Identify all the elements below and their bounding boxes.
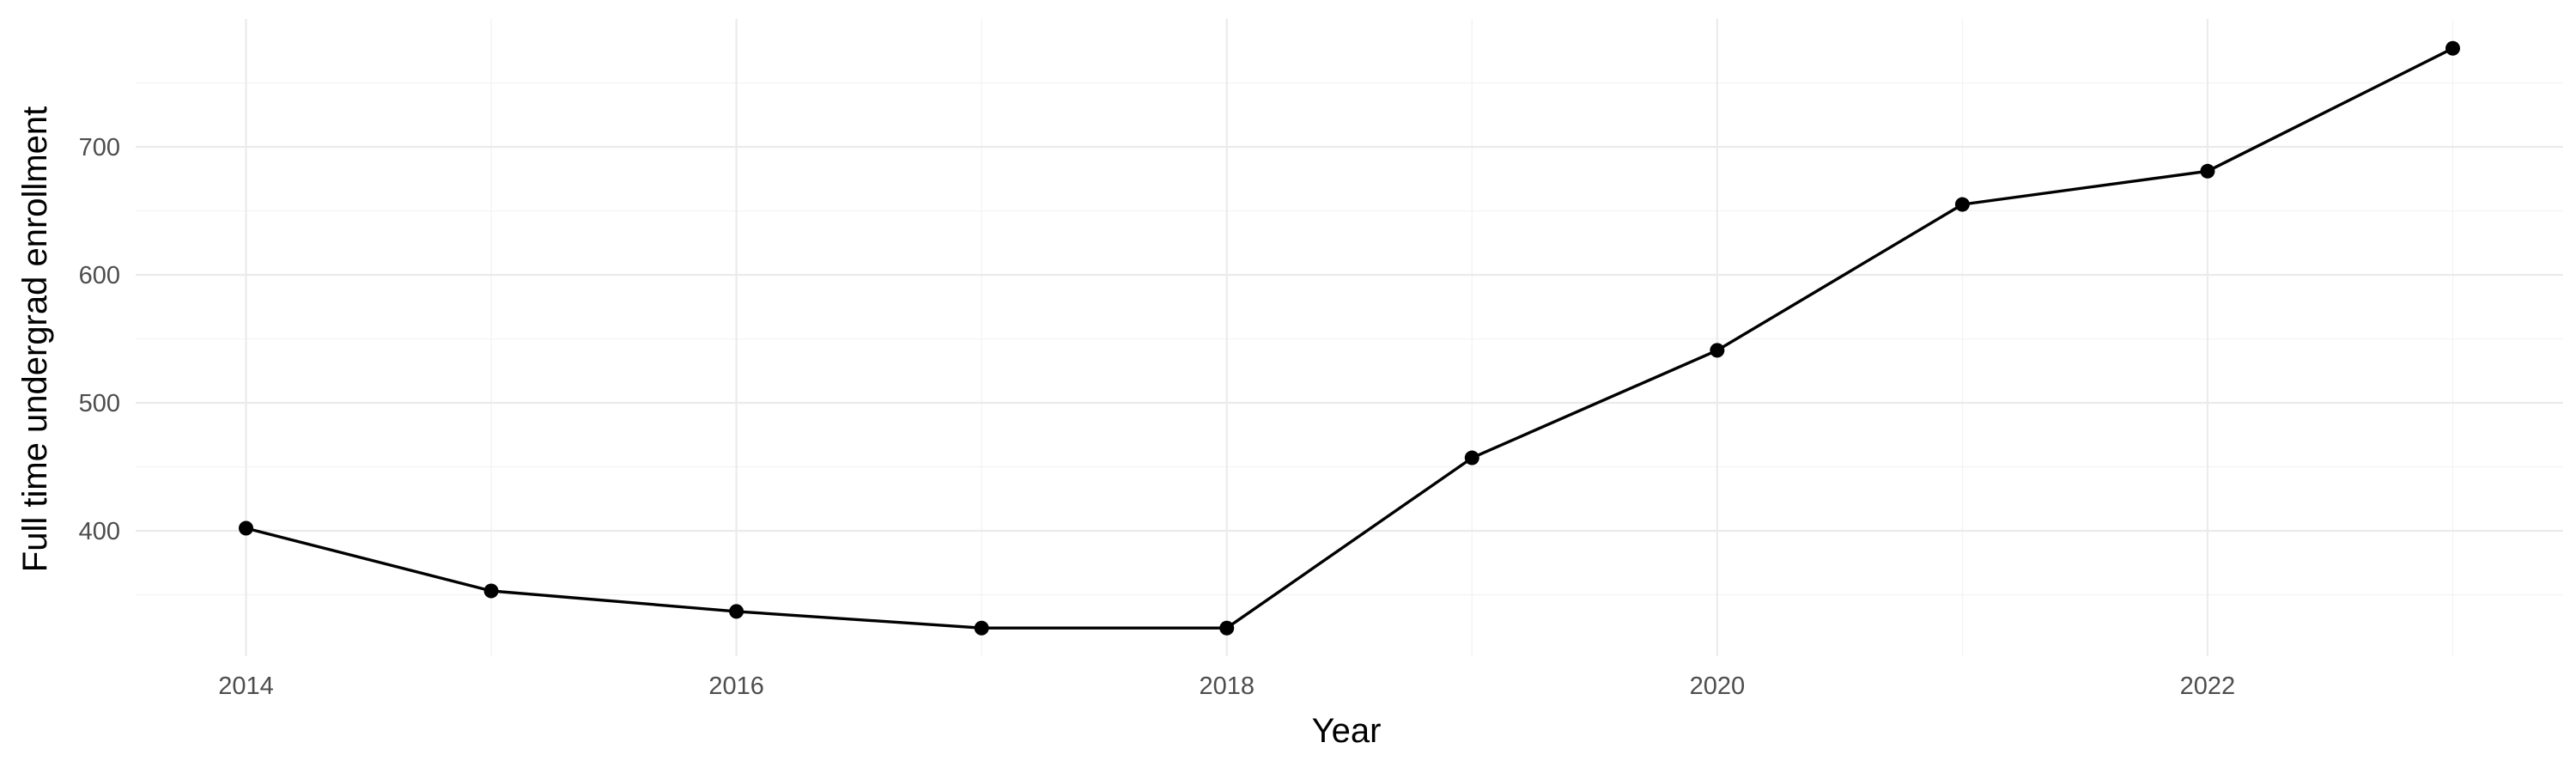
grid-lines xyxy=(136,19,2563,656)
data-point xyxy=(974,620,989,636)
y-tick-label: 700 xyxy=(79,134,120,161)
data-point xyxy=(483,583,499,599)
x-tick-label: 2016 xyxy=(708,673,764,700)
data-point xyxy=(2445,40,2460,56)
series-line xyxy=(246,46,2454,630)
y-tick-label: 400 xyxy=(79,518,120,545)
y-tick-label: 600 xyxy=(79,262,120,289)
data-point xyxy=(1464,450,1479,466)
data-point xyxy=(2200,163,2215,179)
data-point xyxy=(729,604,744,619)
y-axis-title: Full time undergrad enrollment xyxy=(16,107,54,572)
x-tick-label: 2014 xyxy=(218,673,274,700)
data-point xyxy=(1954,197,1970,212)
y-tick-label: 500 xyxy=(79,390,120,417)
data-point xyxy=(1219,620,1235,636)
series-layer xyxy=(239,40,2460,636)
x-axis-title: Year xyxy=(1312,712,1382,750)
x-tick-label: 2022 xyxy=(2180,673,2236,700)
x-tick-label: 2020 xyxy=(1690,673,1746,700)
x-tick-label: 2018 xyxy=(1199,673,1255,700)
data-point xyxy=(239,520,253,536)
data-point xyxy=(1710,343,1725,358)
tick-labels: 2014 2016 2018 2020 2022 400 500 600 700 xyxy=(79,134,2236,700)
